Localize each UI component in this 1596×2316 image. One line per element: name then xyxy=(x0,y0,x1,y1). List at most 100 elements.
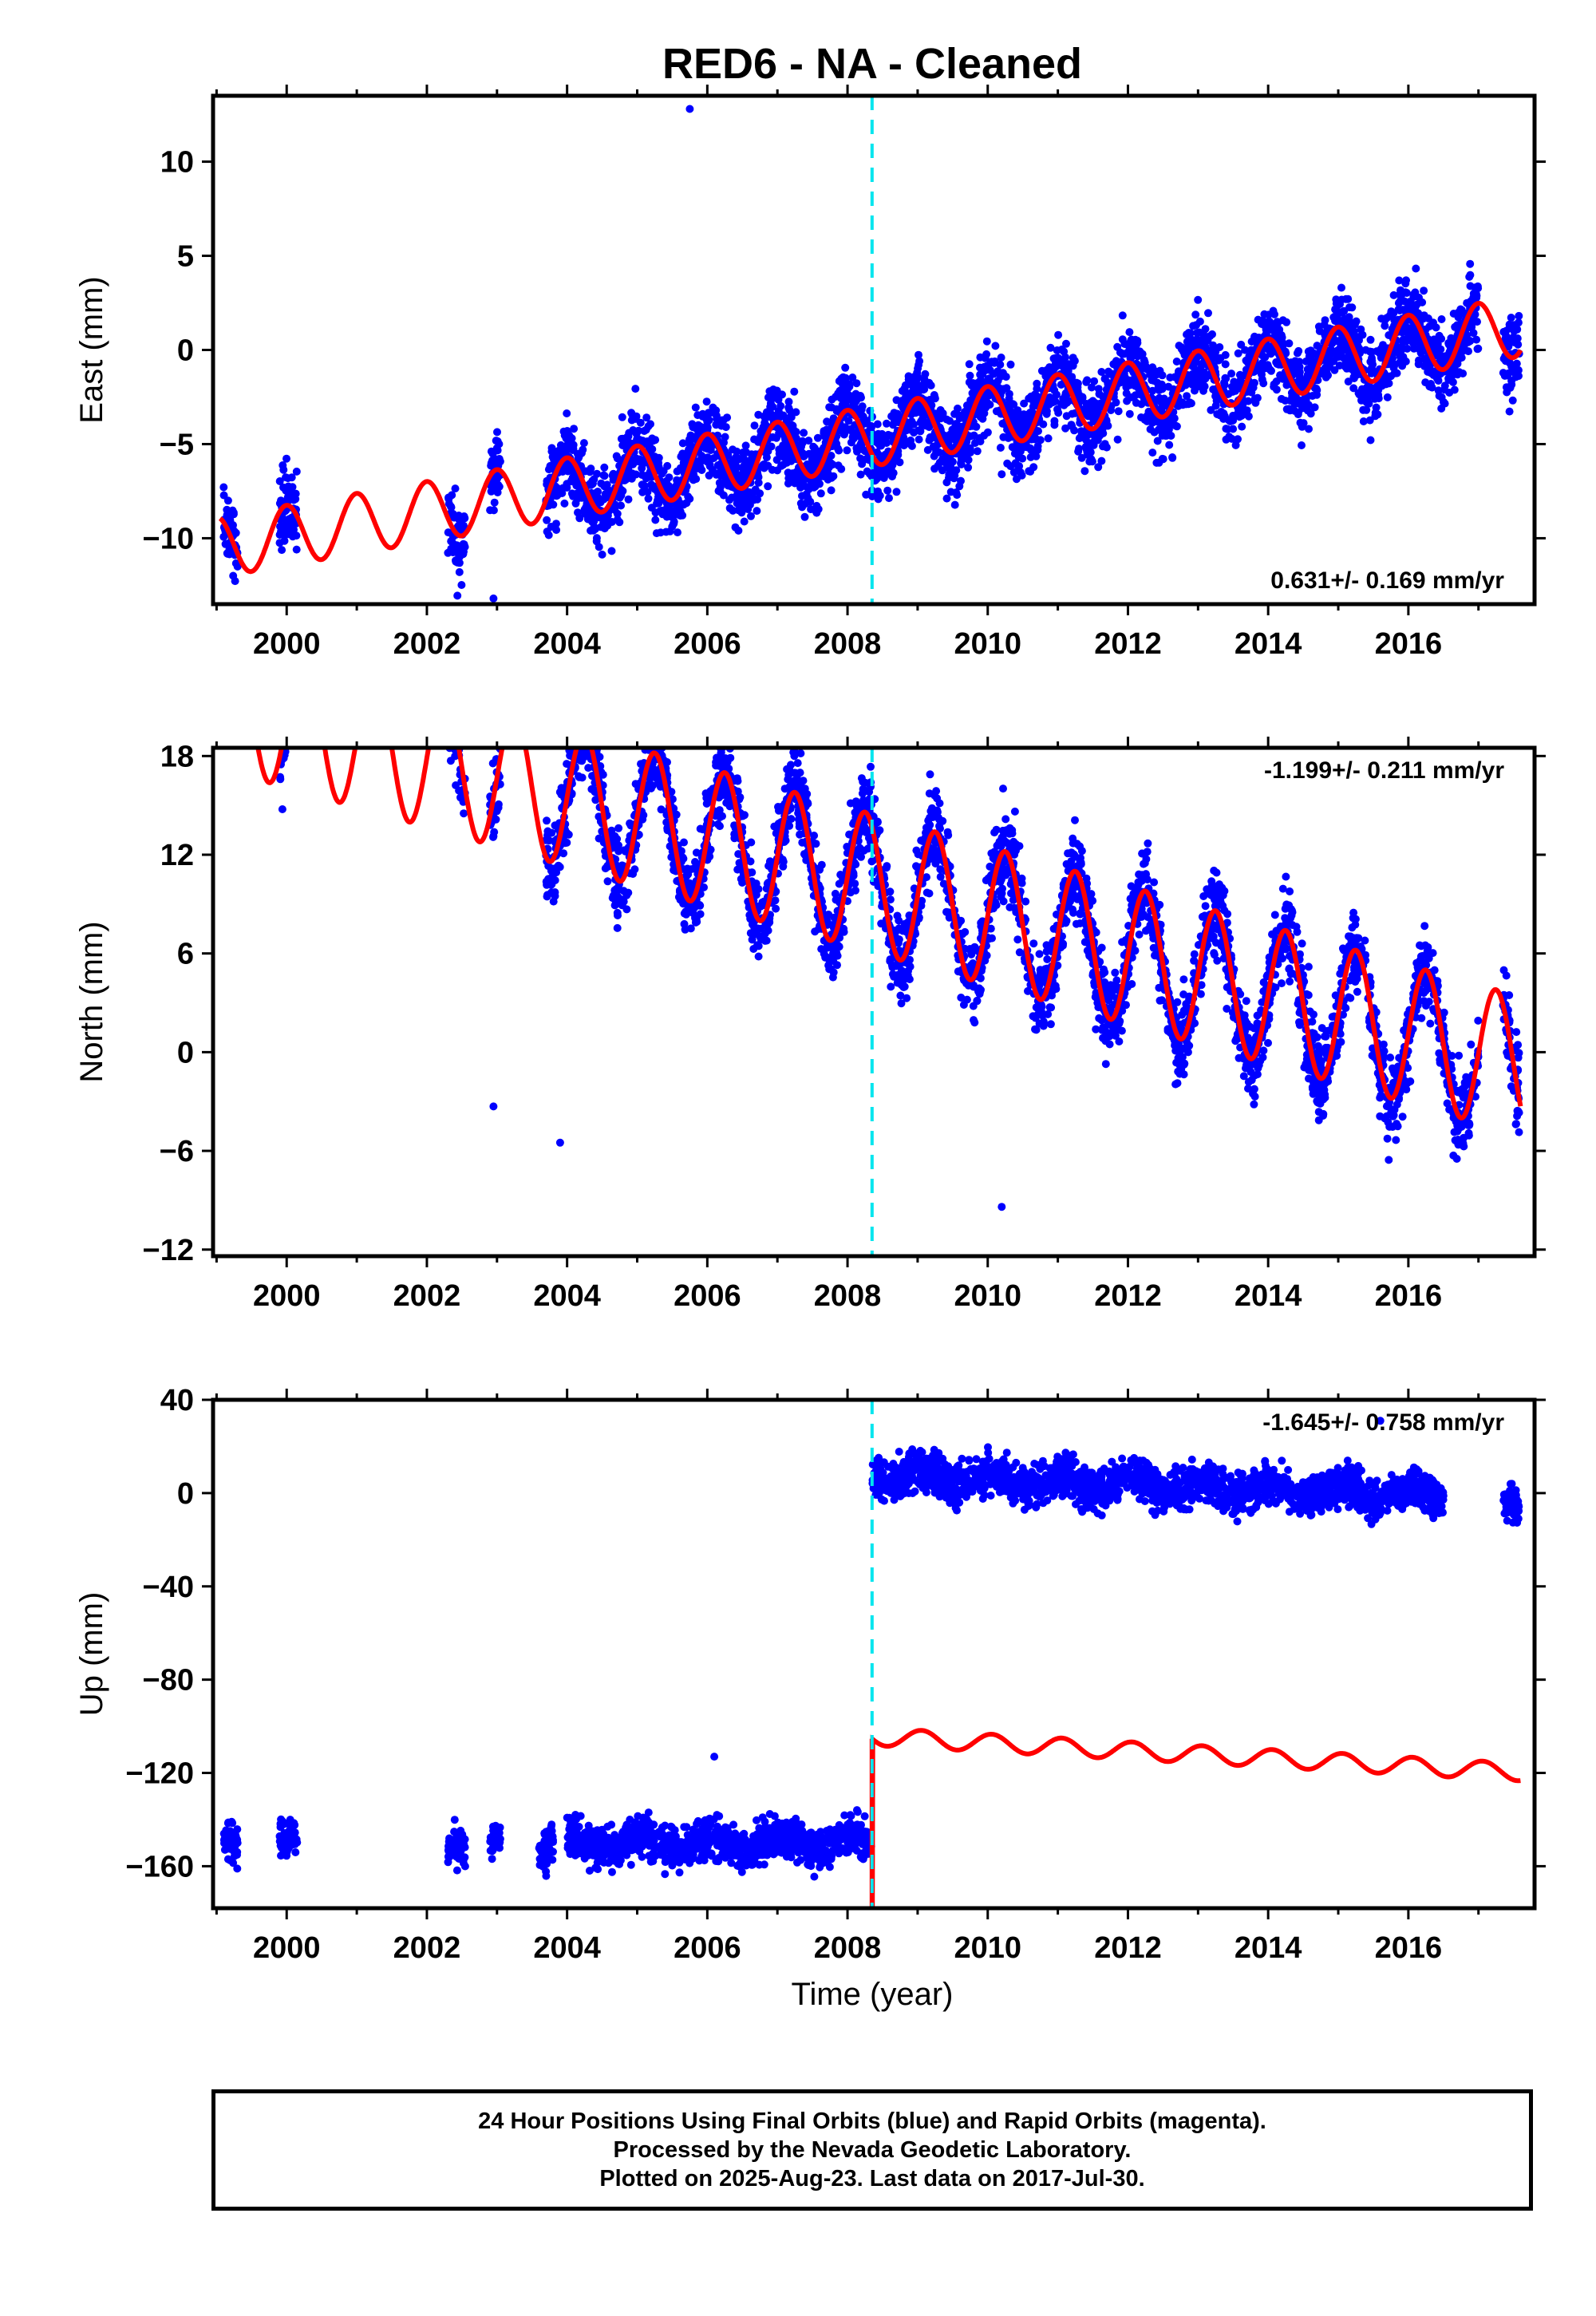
data-point xyxy=(883,419,891,428)
outlier-point xyxy=(998,470,1006,479)
data-point xyxy=(1319,370,1327,378)
x-tick-label: 2008 xyxy=(814,627,882,661)
data-point xyxy=(490,828,499,836)
data-point xyxy=(1125,409,1134,418)
x-tick-label: 2002 xyxy=(393,627,461,661)
data-point xyxy=(288,675,296,683)
data-point xyxy=(600,463,609,472)
data-point xyxy=(1349,384,1358,393)
data-point xyxy=(734,526,743,535)
data-point xyxy=(277,522,286,531)
data-point xyxy=(898,440,907,448)
y-tick-label: −10 xyxy=(143,522,194,555)
data-point xyxy=(1155,458,1163,467)
data-point xyxy=(226,654,234,662)
data-point xyxy=(978,370,987,378)
data-point xyxy=(219,483,228,492)
data-point xyxy=(552,520,560,528)
data-point xyxy=(1432,323,1440,332)
data-point xyxy=(289,706,297,714)
data-point xyxy=(493,488,502,496)
data-point xyxy=(620,441,629,449)
data-point xyxy=(1021,423,1029,432)
data-point xyxy=(717,421,726,430)
data-point xyxy=(446,682,454,690)
data-point xyxy=(950,500,959,509)
data-point xyxy=(230,628,238,636)
data-point xyxy=(1003,459,1012,468)
data-point xyxy=(496,457,504,466)
data-point xyxy=(1359,405,1368,414)
data-point xyxy=(764,461,772,470)
data-point xyxy=(919,379,928,388)
data-point xyxy=(1006,360,1015,369)
data-point xyxy=(287,473,296,482)
data-point xyxy=(457,581,466,589)
data-point xyxy=(1120,378,1128,387)
data-point xyxy=(1118,311,1127,320)
data-point xyxy=(456,699,464,707)
data-point xyxy=(754,952,763,961)
data-point xyxy=(1106,370,1115,378)
data-point xyxy=(1259,379,1268,388)
data-point xyxy=(776,450,785,459)
data-point xyxy=(740,517,749,526)
data-point xyxy=(648,736,656,744)
data-point xyxy=(219,692,227,700)
data-point xyxy=(644,422,653,431)
data-point xyxy=(581,692,589,700)
data-point xyxy=(1393,343,1402,352)
data-point xyxy=(1434,386,1443,395)
data-point xyxy=(277,717,285,725)
data-point xyxy=(638,480,646,489)
data-point xyxy=(1471,283,1479,292)
data-point xyxy=(1114,407,1123,416)
data-point xyxy=(1061,424,1070,433)
data-point xyxy=(863,467,871,476)
data-point xyxy=(219,634,227,642)
data-point xyxy=(654,453,663,462)
data-point xyxy=(636,418,645,427)
data-point xyxy=(1082,377,1091,386)
data-point xyxy=(1254,334,1263,342)
data-point xyxy=(445,683,453,691)
data-point xyxy=(1113,435,1122,444)
data-point xyxy=(452,698,460,705)
data-point xyxy=(580,735,588,743)
data-point xyxy=(597,479,606,488)
data-point xyxy=(1005,903,1014,911)
data-point xyxy=(996,360,1005,369)
data-point xyxy=(800,429,808,437)
data-point xyxy=(1054,409,1063,417)
data-point xyxy=(725,496,733,504)
data-point xyxy=(742,496,751,505)
data-point xyxy=(716,488,725,496)
data-point xyxy=(1473,345,1482,354)
data-point xyxy=(452,781,460,789)
data-point xyxy=(1165,441,1174,449)
data-point xyxy=(1170,414,1179,423)
data-point xyxy=(447,544,456,553)
data-point xyxy=(543,528,551,536)
outlier-point xyxy=(489,594,498,603)
data-point xyxy=(1440,399,1449,408)
data-point xyxy=(1514,340,1523,349)
data-point xyxy=(1333,350,1342,358)
data-point xyxy=(1135,931,1144,939)
data-point xyxy=(276,726,284,734)
data-point xyxy=(448,703,456,711)
data-point xyxy=(223,651,231,659)
data-point xyxy=(1219,414,1228,423)
data-point xyxy=(791,479,800,488)
data-point xyxy=(911,377,919,386)
data-point xyxy=(997,354,1005,362)
data-point xyxy=(277,732,285,740)
data-point xyxy=(450,725,458,733)
data-point xyxy=(219,691,227,699)
data-point xyxy=(570,425,579,433)
data-point xyxy=(930,393,939,401)
data-point xyxy=(586,468,595,476)
data-point xyxy=(798,492,806,500)
data-point xyxy=(670,520,678,528)
data-point xyxy=(1204,309,1212,318)
